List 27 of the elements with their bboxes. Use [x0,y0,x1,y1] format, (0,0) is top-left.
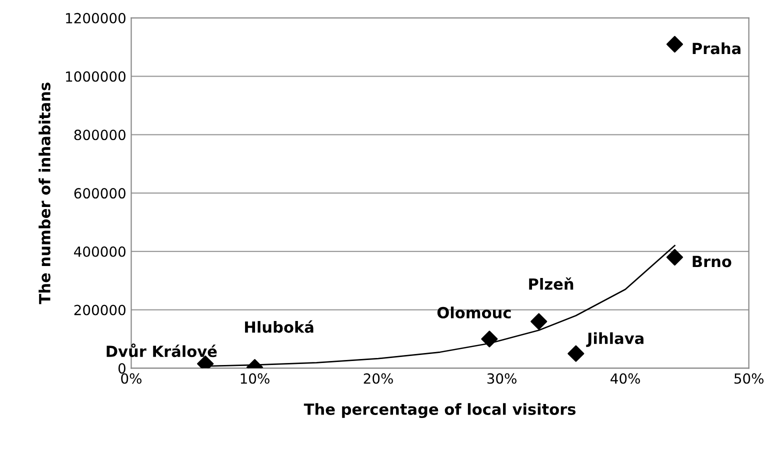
y-tick-label: 1200000 [66,12,126,24]
annotation: Plzeň [529,277,574,290]
annotation: Jihlava [586,332,644,347]
y-tick-label: 0 [118,363,126,374]
annotation: Hluboká [245,320,314,333]
annotation: Olomouc [437,306,511,318]
y-tick-label: 600000 [74,188,126,199]
annotation: Dvůr Králové [106,343,217,358]
point [481,330,498,348]
point [666,36,684,53]
annotation: Praha [692,42,740,54]
y-axis-title: The number of inhabitans [38,82,50,304]
x-tick-label: 30% [487,373,516,384]
x-axis-title: The percentage of local visitors [304,403,576,418]
y-tick-label: 400000 [74,246,126,257]
point [530,313,548,330]
x-tick-label: 10% [240,373,270,384]
x-tick-label: 20% [364,373,393,384]
point [666,248,684,266]
x-tick-label: 0% [121,373,142,384]
y-tick-label: 800000 [74,130,126,140]
y-tick-label: 200000 [74,304,126,316]
x-tick-label: 50% [734,373,764,384]
y-tick-label: 1000000 [66,71,126,82]
annotation: Brno [692,256,732,268]
point [568,345,584,362]
x-tick-label: 40% [610,373,640,384]
